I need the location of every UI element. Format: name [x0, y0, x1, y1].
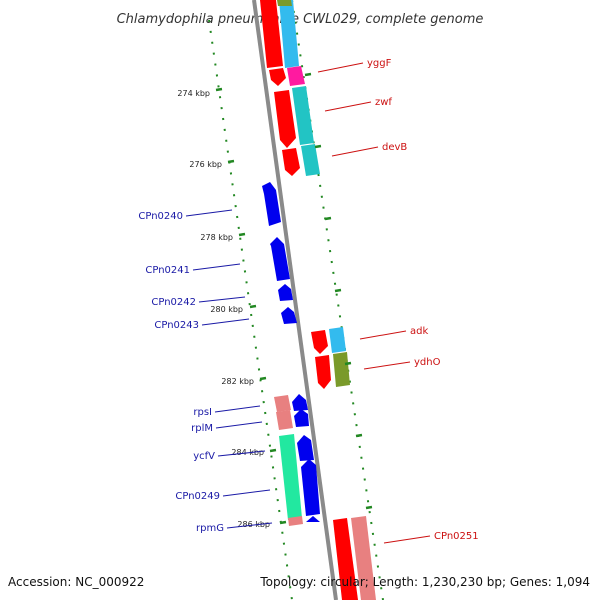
gene-zwf: [292, 86, 314, 145]
leader-line: [198, 296, 246, 303]
tick-label: 280 kbp: [210, 305, 243, 314]
gene-zwf-red: [274, 90, 296, 148]
gene-label: rpmG: [196, 523, 224, 534]
gene-plus-top: [260, 0, 283, 68]
gene-yggf-red: [269, 68, 286, 86]
leader-line: [359, 330, 407, 340]
tick-mark-right: [334, 288, 342, 293]
gene-ydho: [333, 352, 350, 387]
gene-label: CPn0241: [145, 265, 190, 276]
leader-line: [201, 318, 250, 326]
leader-line: [192, 263, 241, 271]
leader-line: [214, 405, 261, 413]
gene-minus-2: [294, 409, 309, 427]
gene-ydho-red: [315, 355, 331, 389]
tick-label: 274 kbp: [177, 89, 210, 98]
tick-mark: [279, 520, 287, 525]
gene-cpn0240: [262, 182, 281, 226]
gene-label: rpsI: [193, 407, 212, 418]
tick-mark: [269, 448, 277, 453]
gene-label: CPn0240: [138, 211, 183, 222]
gene-label: yggF: [367, 58, 392, 69]
leader-line: [383, 535, 431, 544]
tick-mark: [227, 159, 235, 164]
gene-cpn0251-red: [333, 518, 358, 600]
leader-line: [331, 146, 379, 157]
gene-label: zwf: [375, 97, 392, 108]
leader-line: [185, 209, 233, 217]
map-title: Chlamydophila pneumoniae CWL029, complet…: [117, 12, 484, 27]
gene-adk: [329, 327, 346, 353]
gene-adk-red: [311, 330, 328, 354]
gene-track-left: [262, 182, 320, 526]
gene-devb: [301, 144, 320, 176]
gene-rpsi: [274, 395, 291, 412]
gene-label: devB: [382, 142, 407, 153]
leader-line: [217, 450, 266, 457]
tick-label: 286 kbp: [237, 520, 270, 529]
gene-labels-left: CPn0240 CPn0241 CPn0242 CPn0243 rpsI rpl…: [138, 211, 224, 534]
tick-mark-right: [365, 505, 373, 510]
leader-lines: [185, 62, 431, 544]
gene-cpn0241: [270, 237, 290, 281]
tick-mark-right: [344, 361, 352, 366]
tick-label: 276 kbp: [189, 160, 222, 169]
gene-minus-1: [292, 394, 308, 411]
gene-label: CPn0249: [175, 491, 220, 502]
gene-plus-top-cyan: [279, 0, 299, 68]
gene-rplm: [276, 410, 293, 430]
leader-line: [324, 101, 372, 112]
tick-label: 282 kbp: [221, 377, 254, 386]
gene-label: ycfV: [193, 451, 215, 462]
tick-mark-right: [355, 433, 363, 438]
gene-label: CPn0242: [151, 297, 196, 308]
leader-line: [363, 361, 411, 370]
gene-ycfv: [279, 434, 302, 520]
gene-rpmg: [288, 516, 303, 526]
gene-cpn0249: [301, 459, 320, 516]
leader-line: [317, 62, 364, 73]
tick-mark: [259, 376, 267, 381]
gene-label: rplM: [191, 423, 213, 434]
leader-line: [215, 421, 263, 429]
gene-cpn0251: [351, 516, 376, 600]
tick-mark-right: [314, 144, 322, 149]
gene-olive-top: [277, 0, 292, 6]
gene-labels-right: yggF zwf devB adk ydhO CPn0251: [367, 58, 479, 542]
tick-mark-right: [324, 216, 332, 221]
gene-devb-red: [282, 148, 300, 176]
leader-line: [226, 522, 273, 529]
gene-label: CPn0251: [434, 531, 479, 542]
gene-cpn0242: [278, 284, 293, 301]
gene-minus-5: [306, 516, 320, 522]
gene-label: ydhO: [414, 357, 441, 368]
gene-yggf: [287, 66, 305, 86]
topology-text: Topology: circular; Length: 1,230,230 bp…: [259, 575, 590, 589]
gene-cpn0243: [281, 307, 297, 324]
gene-label: CPn0243: [154, 320, 199, 331]
gene-track-right: [260, 0, 376, 600]
tick-mark-right: [304, 72, 312, 77]
tick-mark: [215, 87, 223, 92]
leader-line: [222, 489, 271, 497]
gene-minus-3: [297, 435, 314, 461]
tick-label: 278 kbp: [200, 233, 233, 242]
accession-text: Accession: NC_000922: [8, 575, 144, 589]
tick-mark: [238, 232, 246, 237]
gene-label: adk: [410, 326, 428, 337]
tick-mark: [249, 304, 257, 309]
genome-backbone: [252, 0, 338, 600]
